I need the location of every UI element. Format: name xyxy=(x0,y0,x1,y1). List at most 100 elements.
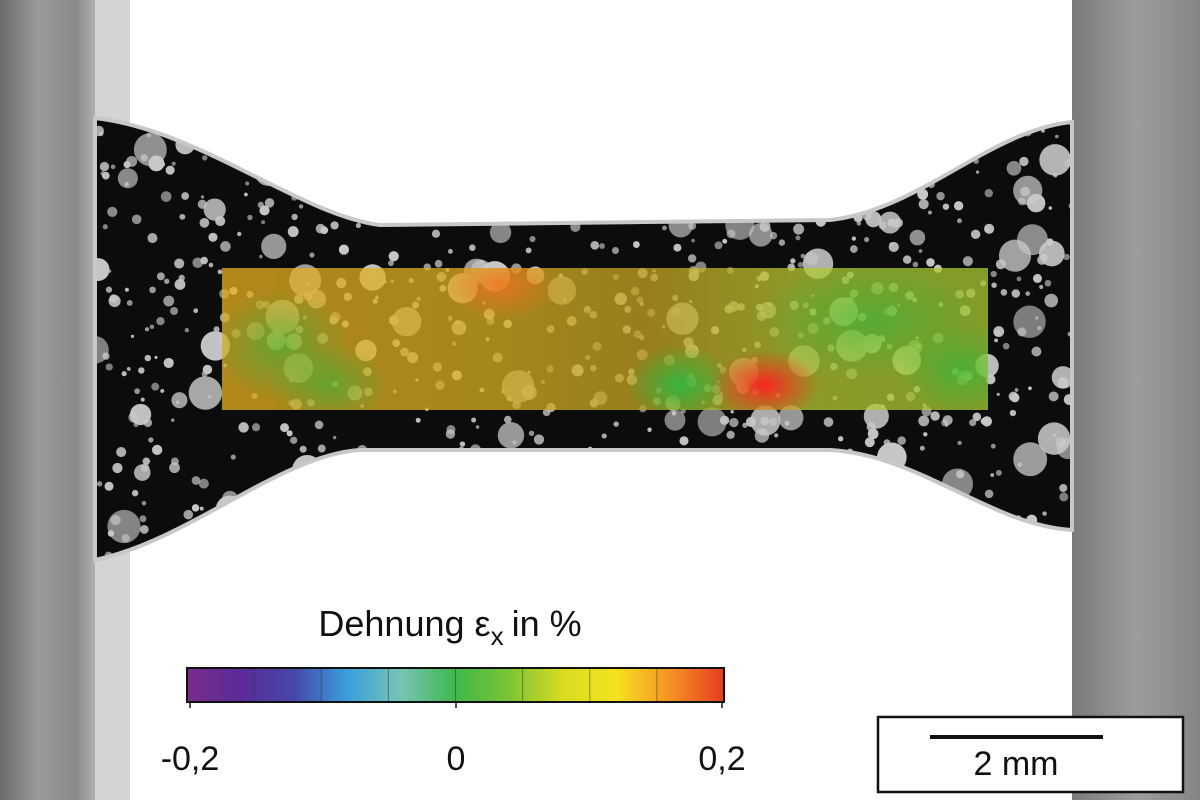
speckle xyxy=(192,257,203,269)
strain-overlay xyxy=(222,268,988,410)
speckle xyxy=(95,336,109,364)
speckle xyxy=(784,420,790,426)
speckle xyxy=(138,367,145,374)
speckle xyxy=(117,168,138,189)
speckle xyxy=(980,417,988,425)
speckle xyxy=(251,423,261,432)
speckle xyxy=(742,422,748,428)
speckle xyxy=(975,170,980,174)
speckle xyxy=(759,220,771,232)
speckle xyxy=(1059,483,1068,493)
speckle xyxy=(973,158,979,164)
speckle xyxy=(170,306,179,315)
speckle xyxy=(387,260,394,267)
speckle xyxy=(475,425,480,429)
speckle xyxy=(878,221,887,230)
speckle xyxy=(1011,289,1021,298)
speckle xyxy=(245,181,250,186)
speckle xyxy=(213,326,220,333)
colorbar-tick-label: -0,2 xyxy=(161,740,220,778)
speckle xyxy=(179,213,186,220)
speckle xyxy=(215,216,226,227)
speckle xyxy=(1014,388,1019,392)
speckle xyxy=(984,188,993,198)
speckle xyxy=(956,218,962,224)
speckle xyxy=(1028,386,1032,391)
speckle xyxy=(199,218,210,228)
speckle xyxy=(131,214,142,225)
speckle xyxy=(299,445,307,453)
speckle xyxy=(188,376,223,410)
speckle xyxy=(647,427,652,432)
speckle xyxy=(102,224,108,230)
speckle xyxy=(599,243,605,249)
speckle xyxy=(95,125,105,137)
speckle xyxy=(208,262,214,268)
speckle xyxy=(203,198,226,221)
speckle xyxy=(729,417,739,428)
speckle xyxy=(994,338,998,343)
speckle xyxy=(163,295,175,307)
speckle xyxy=(1039,284,1044,290)
speckle xyxy=(1057,377,1069,389)
speckle xyxy=(1032,273,1042,283)
speckle xyxy=(244,192,248,197)
speckle xyxy=(851,236,857,241)
speckle xyxy=(927,210,933,215)
speckle xyxy=(918,249,923,253)
speckle xyxy=(171,161,176,166)
speckle xyxy=(1017,462,1022,467)
speckle xyxy=(247,214,253,221)
speckle xyxy=(778,405,804,431)
speckle xyxy=(160,191,172,202)
speckle xyxy=(147,233,158,244)
right-grip xyxy=(1072,0,1200,800)
speckle xyxy=(774,433,779,438)
speckle xyxy=(912,261,919,268)
speckle xyxy=(529,236,536,243)
speckle xyxy=(957,440,962,446)
speckle xyxy=(632,241,640,248)
speckle xyxy=(109,294,118,303)
speckle xyxy=(1019,156,1029,167)
speckle xyxy=(897,436,906,445)
colorbar-suffix: in % xyxy=(512,603,582,644)
speckle xyxy=(163,357,174,369)
speckle xyxy=(107,206,118,217)
speckle xyxy=(590,240,600,250)
speckle xyxy=(151,444,163,456)
speckle xyxy=(936,191,945,201)
speckle xyxy=(688,254,697,263)
left-grip xyxy=(0,0,95,800)
speckle xyxy=(1067,331,1072,337)
speckle xyxy=(355,223,361,229)
speckle xyxy=(291,213,298,221)
speckle xyxy=(679,436,689,446)
speckle xyxy=(165,165,175,175)
speckle xyxy=(198,478,209,489)
speckle xyxy=(133,422,139,428)
speckle xyxy=(867,428,879,440)
speckle xyxy=(200,195,205,199)
speckle xyxy=(902,255,912,264)
speckle xyxy=(662,225,667,231)
speckle xyxy=(1039,144,1071,176)
speckle xyxy=(996,392,1000,396)
speckle xyxy=(107,530,115,537)
speckle xyxy=(793,223,805,235)
speckle xyxy=(107,509,141,544)
speckle xyxy=(148,437,154,443)
speckle xyxy=(144,354,152,362)
speckle xyxy=(146,132,152,138)
speckle xyxy=(1063,394,1072,406)
speckle xyxy=(107,269,112,273)
speckle xyxy=(149,324,155,330)
speckle xyxy=(714,241,723,250)
speckle xyxy=(96,481,103,487)
speckle xyxy=(754,428,770,443)
speckle xyxy=(926,258,935,267)
speckle xyxy=(972,412,982,422)
speckle xyxy=(1013,175,1043,206)
speckle xyxy=(151,382,160,391)
speckle xyxy=(1063,253,1070,261)
